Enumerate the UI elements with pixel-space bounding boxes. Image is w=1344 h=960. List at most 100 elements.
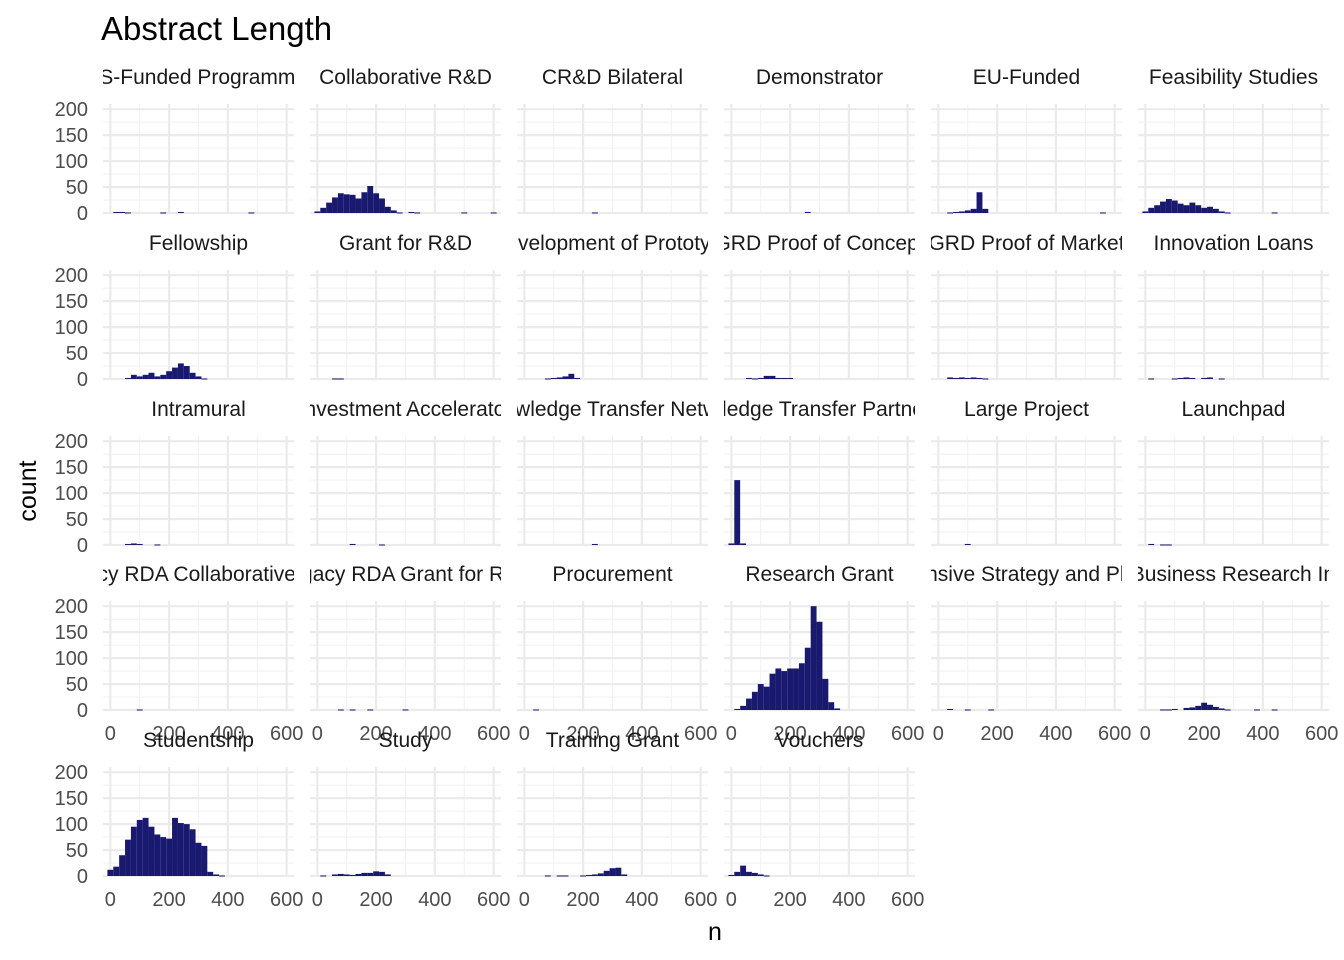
histogram-bar bbox=[591, 874, 598, 876]
histogram-bar bbox=[1183, 707, 1190, 710]
histogram-bar bbox=[1189, 202, 1196, 213]
histogram-bar bbox=[1201, 377, 1208, 379]
histogram-bar bbox=[769, 673, 776, 710]
histogram-bar bbox=[728, 874, 735, 876]
histogram-bar bbox=[568, 373, 575, 379]
histogram-bar bbox=[349, 874, 356, 876]
histogram-bar bbox=[804, 211, 811, 213]
facet-strip-label: Research Grant bbox=[745, 563, 893, 586]
histogram-bar bbox=[958, 377, 965, 379]
facet-strip-label: Legacy RDA Grant for R&D bbox=[278, 563, 534, 586]
facet-panel: Demonstrator bbox=[724, 66, 915, 215]
histogram-bar bbox=[1165, 544, 1172, 546]
y-tick-label: 0 bbox=[77, 700, 88, 722]
facet-strip-label: Demonstrator bbox=[756, 66, 883, 89]
histogram-bar bbox=[337, 193, 344, 213]
y-tick-label: 50 bbox=[66, 674, 88, 696]
y-tick-label: 150 bbox=[55, 457, 88, 479]
histogram-bar bbox=[787, 377, 794, 379]
histogram-bar bbox=[136, 543, 143, 545]
histogram-bar bbox=[113, 211, 120, 213]
facet-strip-label: Small Business Research Initiative bbox=[1072, 563, 1344, 586]
histogram-bar bbox=[953, 211, 959, 213]
histogram-bar bbox=[751, 691, 758, 710]
histogram-bar bbox=[142, 817, 149, 876]
histogram-bar bbox=[1201, 702, 1208, 710]
histogram-bar bbox=[373, 193, 380, 213]
x-tick-label: 200 bbox=[152, 889, 185, 911]
histogram-bar bbox=[125, 839, 131, 876]
histogram-bar bbox=[976, 377, 983, 379]
x-tick-label: 400 bbox=[832, 723, 865, 745]
histogram-bar bbox=[379, 544, 385, 546]
facet-strip-label: BIS-Funded Programmes bbox=[79, 66, 317, 89]
histogram-bar bbox=[219, 875, 225, 877]
histogram-bar bbox=[337, 709, 344, 711]
x-tick-label: 400 bbox=[1246, 723, 1279, 745]
histogram-bar bbox=[379, 198, 385, 213]
histogram-bar bbox=[562, 875, 569, 877]
y-tick-label: 150 bbox=[55, 788, 88, 810]
histogram-bar bbox=[947, 708, 954, 710]
histogram-bar bbox=[544, 378, 551, 380]
histogram-bar bbox=[490, 212, 497, 214]
histogram-bar bbox=[213, 874, 220, 876]
facet-panel: Study 0 200 400 600 bbox=[310, 729, 510, 911]
histogram-bar bbox=[787, 668, 794, 710]
histogram-bar bbox=[172, 817, 178, 876]
histogram-bar bbox=[586, 874, 592, 876]
histogram-bar bbox=[1160, 201, 1166, 213]
x-tick-label: 600 bbox=[1098, 723, 1131, 745]
facet-panel: Innovation Loans bbox=[1138, 232, 1329, 381]
histogram-bar bbox=[1154, 205, 1161, 213]
facet-panel: Collaborative R&D bbox=[310, 66, 501, 215]
histogram-bar bbox=[113, 866, 120, 876]
histogram-bar bbox=[781, 377, 788, 379]
histogram-bar bbox=[562, 376, 569, 379]
histogram-bar bbox=[384, 874, 391, 876]
y-tick-label: 150 bbox=[55, 291, 88, 313]
x-tick-label: 200 bbox=[1187, 723, 1220, 745]
histogram-bar bbox=[609, 868, 616, 876]
histogram-bar bbox=[763, 375, 770, 379]
histogram-bar bbox=[1207, 704, 1213, 710]
chart-title: Abstract Length bbox=[101, 10, 332, 47]
histogram-bar bbox=[1183, 377, 1190, 379]
facet-strip-label: Training Grant bbox=[546, 729, 680, 752]
y-tick-label: 50 bbox=[66, 840, 88, 862]
histogram-bar bbox=[201, 378, 208, 380]
x-tick-label: 0 bbox=[726, 889, 737, 911]
histogram-bar bbox=[189, 372, 196, 379]
histogram-bar bbox=[195, 376, 202, 379]
histogram-bar bbox=[195, 842, 202, 876]
histogram-bar bbox=[621, 874, 628, 876]
x-tick-label: 600 bbox=[477, 723, 510, 745]
histogram-bar bbox=[461, 212, 468, 214]
facet-strip-label: GRD Proof of Concept bbox=[714, 232, 924, 255]
facet-strip-label: Launchpad bbox=[1182, 398, 1286, 421]
y-tick-label: 100 bbox=[55, 317, 88, 339]
histogram-bar bbox=[834, 708, 841, 710]
histogram-bar bbox=[349, 709, 356, 711]
histogram-bar bbox=[361, 192, 368, 213]
facet-panel: EU-Funded bbox=[931, 66, 1122, 215]
facet-strip-label: Legacy RDA Collaborative R&D bbox=[51, 563, 346, 586]
histogram-bar bbox=[964, 377, 971, 379]
histogram-bar bbox=[1165, 709, 1172, 711]
histogram-bar bbox=[964, 543, 971, 545]
histogram-bar bbox=[1142, 211, 1149, 213]
histogram-bar bbox=[1218, 378, 1225, 380]
histogram-bar bbox=[947, 212, 954, 214]
histogram-bar bbox=[757, 377, 764, 379]
histogram-bar bbox=[355, 873, 362, 876]
histogram-bar bbox=[816, 621, 823, 710]
histogram-bar bbox=[160, 374, 167, 379]
histogram-bar bbox=[1171, 200, 1178, 213]
facet-panel: GRD Proof of Concept bbox=[714, 232, 924, 381]
histogram-bar bbox=[177, 363, 184, 379]
histogram-bar bbox=[1189, 377, 1196, 379]
facet-strip-label: EU-Funded bbox=[973, 66, 1080, 89]
y-tick-label: 200 bbox=[55, 596, 88, 618]
histogram-bar bbox=[142, 374, 149, 379]
